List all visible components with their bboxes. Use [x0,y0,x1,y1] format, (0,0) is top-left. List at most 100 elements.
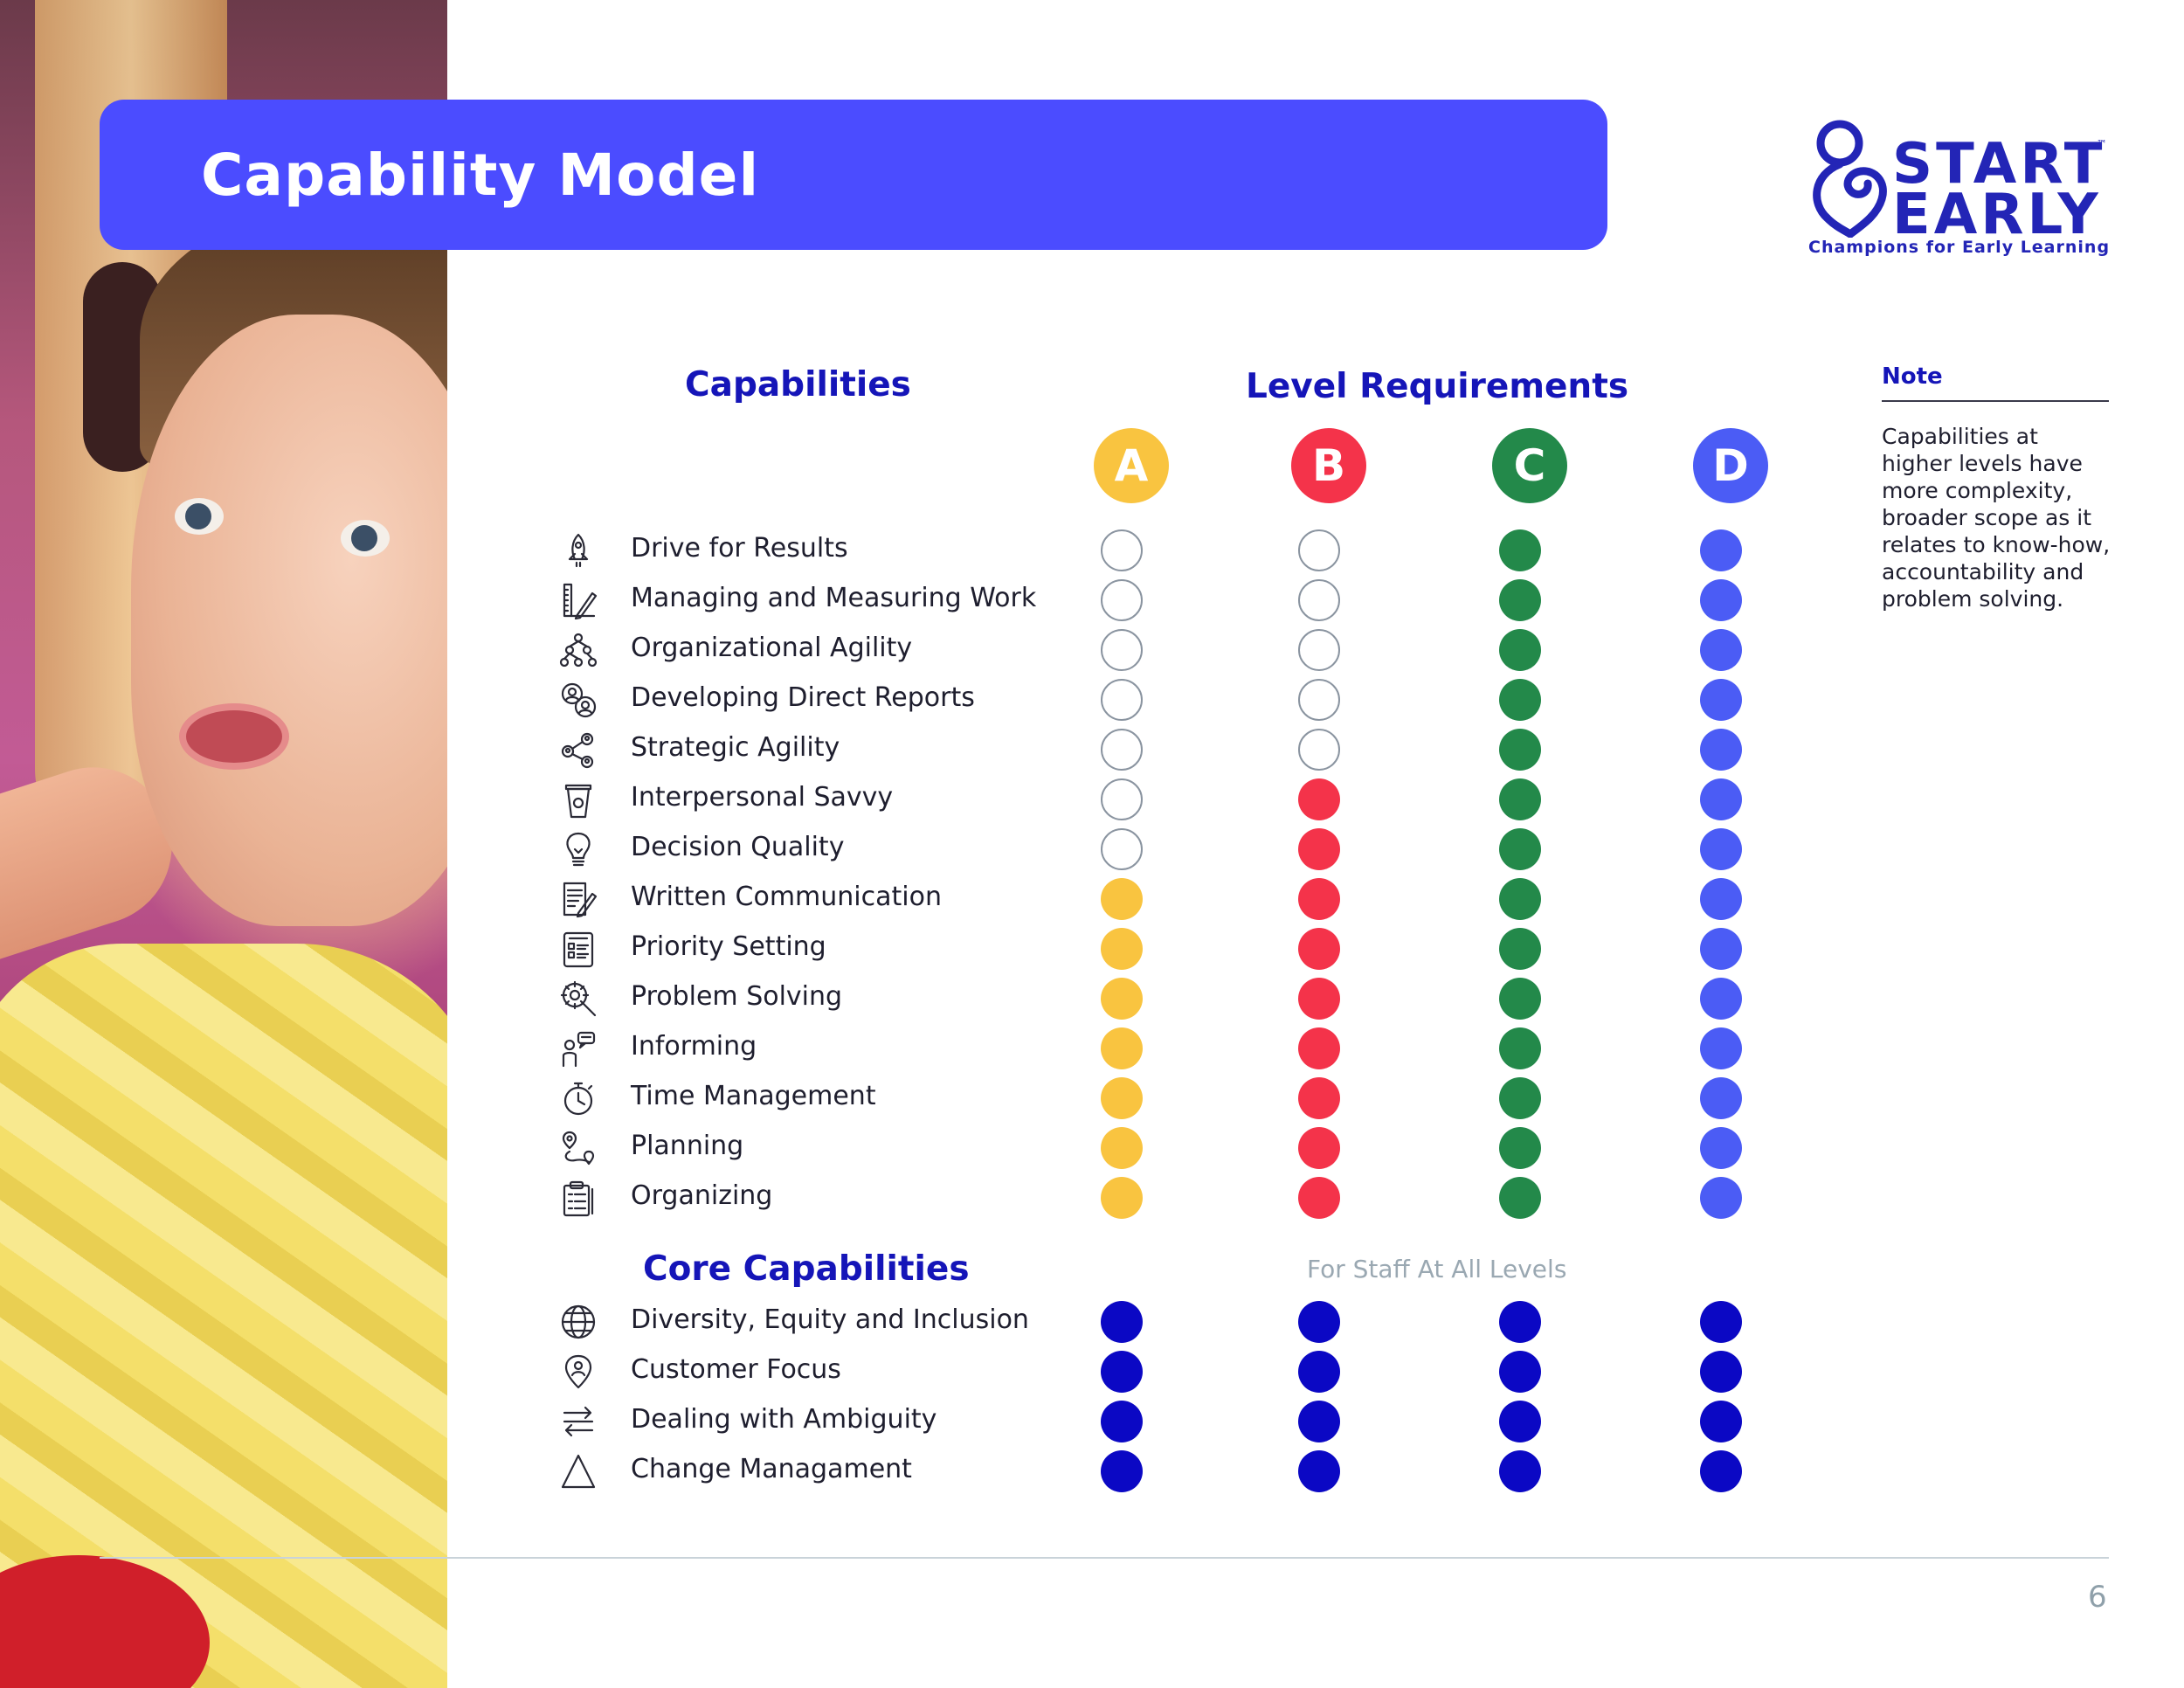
core-capability-row: Change Managament [0,1445,1835,1494]
list-board-icon [563,931,594,968]
capability-row: Decision Quality [0,823,1835,872]
level-c-required-dot [1499,878,1541,920]
level-b-required-dot [1298,778,1340,820]
level-d-required-dot [1700,1351,1742,1393]
level-a-empty-dot [1101,778,1143,820]
page-number: 6 [2088,1580,2107,1615]
level-b-required-dot [1298,1177,1340,1219]
org-chart-icon [559,633,598,668]
level-a-required-dot [1101,1301,1143,1343]
mouth-shape [179,703,289,770]
row-icon [559,1179,598,1217]
capability-row: Problem Solving [0,972,1835,1021]
level-c-required-dot [1499,1177,1541,1219]
row-icon [559,1352,598,1391]
level-a-required-dot [1101,878,1143,920]
globe-icon [561,1304,596,1339]
capability-label: Customer Focus [631,1354,841,1385]
cup-icon [564,784,592,819]
capability-row: Priority Setting [0,923,1835,972]
level-a-required-dot [1101,1351,1143,1393]
capability-row: Interpersonal Savvy [0,773,1835,822]
level-d-required-dot [1700,629,1742,671]
capability-row: Informing [0,1022,1835,1071]
level-a-empty-dot [1101,828,1143,870]
row-icon [559,631,598,669]
level-a-empty-dot [1101,529,1143,571]
stopwatch-icon [563,1082,593,1116]
level-d-required-dot [1700,1301,1742,1343]
capability-label: Organizational Agility [631,633,913,663]
capability-label: Diversity, Equity and Inclusion [631,1304,1029,1335]
logo-trademark: ™ [2097,138,2107,150]
ruler-pencil-icon [563,583,598,620]
level-b-required-dot [1298,1450,1340,1492]
capability-label: Strategic Agility [631,732,840,763]
gear-search-icon [560,980,597,1017]
level-badge-label: D [1712,440,1749,491]
level-d-required-dot [1700,679,1742,721]
level-c-required-dot [1499,729,1541,771]
capability-label: Change Managament [631,1454,912,1484]
level-a-required-dot [1101,1177,1143,1219]
footer-divider [100,1557,2109,1559]
level-badge-label: A [1114,440,1149,491]
level-b-required-dot [1298,1077,1340,1119]
level-c-required-dot [1499,1127,1541,1169]
level-badge-c: C [1492,428,1567,503]
capability-row: Strategic Agility [0,723,1835,772]
capability-label: Managing and Measuring Work [631,583,1037,613]
level-d-required-dot [1700,1450,1742,1492]
level-badge-d: D [1693,428,1768,503]
level-b-required-dot [1298,928,1340,970]
capability-label: Informing [631,1031,757,1062]
level-d-required-dot [1700,729,1742,771]
capability-row: Time Management [0,1072,1835,1121]
level-c-required-dot [1499,629,1541,671]
capability-row: Developing Direct Reports [0,674,1835,723]
level-c-required-dot [1499,1351,1541,1393]
row-icon [559,581,598,620]
level-a-empty-dot [1101,579,1143,621]
row-icon [559,1029,598,1068]
page-title: Capability Model [201,141,760,209]
level-c-required-dot [1499,778,1541,820]
level-b-empty-dot [1298,529,1340,571]
level-c-required-dot [1499,679,1541,721]
title-banner: Capability Model [100,100,1607,250]
level-d-required-dot [1700,579,1742,621]
capability-row: Planning [0,1122,1835,1171]
capability-row: Drive for Results [0,524,1835,573]
row-icon [559,830,598,868]
core-capability-row: Diversity, Equity and Inclusion [0,1296,1835,1345]
level-a-required-dot [1101,978,1143,1020]
level-b-required-dot [1298,828,1340,870]
level-d-required-dot [1700,1027,1742,1069]
capabilities-heading: Capabilities [685,365,911,405]
logo-mark-icon [1813,120,1887,238]
capability-label: Organizing [631,1180,773,1211]
row-icon [559,1452,598,1491]
level-b-empty-dot [1298,729,1340,771]
customer-pin-icon [564,1354,592,1389]
level-d-required-dot [1700,529,1742,571]
logo-word-start: START [1892,132,2106,197]
level-a-required-dot [1101,1401,1143,1442]
level-d-required-dot [1700,928,1742,970]
level-b-required-dot [1298,1401,1340,1442]
capability-label: Dealing with Ambiguity [631,1404,937,1435]
start-early-logo: START EARLY ™ Champions for Early Learni… [1807,114,2121,271]
level-b-required-dot [1298,1127,1340,1169]
level-badge-b: B [1291,428,1366,503]
level-d-required-dot [1700,828,1742,870]
note-title: Note [1882,363,1943,390]
level-badge-label: C [1513,440,1546,491]
level-c-required-dot [1499,978,1541,1020]
network-people-icon [561,732,594,769]
row-icon [559,780,598,819]
level-c-required-dot [1499,529,1541,571]
level-requirements-heading: Level Requirements [1246,367,1629,406]
level-b-empty-dot [1298,679,1340,721]
rocket-icon [568,533,589,568]
capability-row: Managing and Measuring Work [0,574,1835,623]
